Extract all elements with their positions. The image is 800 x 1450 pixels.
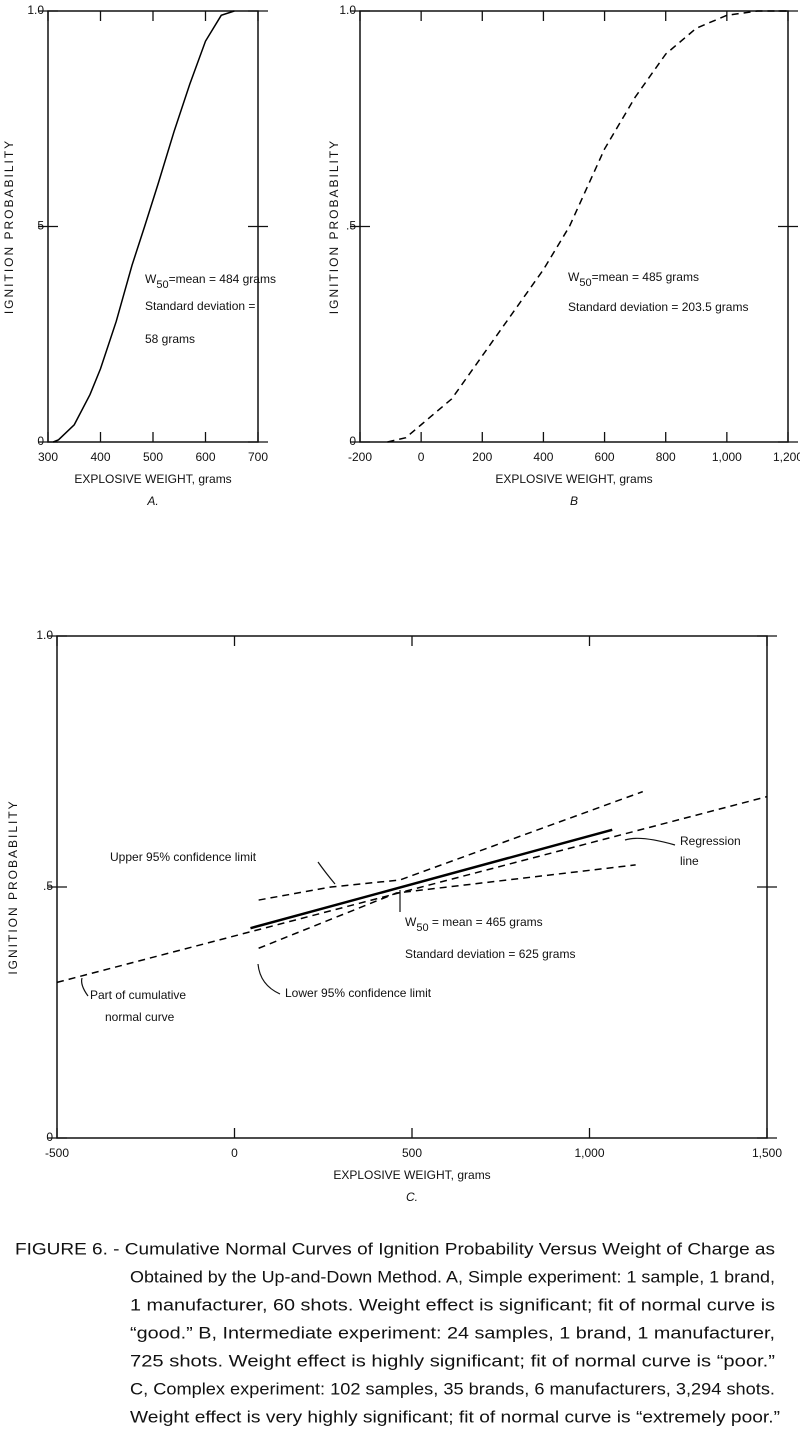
x-tick-label: 700 (248, 450, 268, 464)
y-axis-label: IGNITION PROBABILITY (327, 139, 341, 314)
annotation: Standard deviation = 625 grams (405, 947, 575, 961)
leader (317, 861, 336, 885)
y-tick-label: 0 (46, 1130, 53, 1144)
x-tick-label: -200 (348, 450, 372, 464)
annotation: Part of cumulative (90, 988, 186, 1002)
y-tick-label: 1.0 (27, 3, 44, 17)
mean-label: W50=mean = 485 grams (568, 270, 699, 289)
mean-label-part: W (145, 272, 157, 286)
x-axis-label: EXPLOSIVE WEIGHT, grams (74, 472, 231, 486)
leader (624, 837, 676, 846)
mean-label-part: 50 (579, 277, 591, 289)
annotation: normal curve (105, 1010, 175, 1024)
caption-line: Obtained by the Up-and-Down Method. A, S… (130, 1267, 775, 1286)
x-tick-label: 1,000 (574, 1146, 604, 1160)
x-axis-label: EXPLOSIVE WEIGHT, grams (495, 472, 652, 486)
annotation: Standard deviation = (145, 299, 255, 313)
caption-line: “good.” B, Intermediate experiment: 24 s… (130, 1323, 775, 1342)
x-tick-label: 200 (472, 450, 492, 464)
mean-label: W50=mean = 484 grams (145, 272, 276, 291)
y-tick-label: .5 (43, 879, 53, 893)
curve (258, 864, 636, 949)
x-tick-label: 400 (533, 450, 553, 464)
annotation: line (680, 854, 699, 868)
annotation: Standard deviation = 203.5 grams (568, 300, 748, 314)
y-axis-label: IGNITION PROBABILITY (6, 799, 20, 974)
x-tick-label: 800 (656, 450, 676, 464)
curve (258, 790, 644, 901)
x-tick-label: 600 (195, 450, 215, 464)
y-tick-label: 0 (37, 434, 44, 448)
y-axis-label: IGNITION PROBABILITY (2, 139, 16, 314)
mean-label-part: W (568, 270, 580, 284)
x-tick-label: 500 (402, 1146, 422, 1160)
caption-line: 725 shots. Weight effect is highly signi… (130, 1351, 775, 1370)
leader-lines (81, 837, 676, 997)
x-tick-label: 1,000 (712, 450, 742, 464)
y-tick-label: 5 (37, 219, 44, 233)
y-tick-label: 0 (349, 434, 356, 448)
x-tick-label: 300 (38, 450, 58, 464)
curve (250, 828, 613, 930)
caption-line: 1 manufacturer, 60 shots. Weight effect … (130, 1295, 775, 1314)
annotation: 58 grams (145, 332, 195, 346)
x-tick-label: 1,500 (752, 1146, 782, 1160)
annotation: Upper 95% confidence limit (110, 850, 257, 864)
x-tick-label: 400 (90, 450, 110, 464)
curve (56, 795, 768, 984)
annotation: Regression (680, 834, 741, 848)
plot-frame (47, 10, 259, 443)
x-tick-label: 500 (143, 450, 163, 464)
caption-line: C, Complex experiment: 102 samples, 35 b… (130, 1379, 775, 1398)
mean-label-part: = mean = 465 grams (429, 915, 543, 929)
caption-line: FIGURE 6. - Cumulative Normal Curves of … (15, 1239, 775, 1258)
panel-label: C. (406, 1190, 418, 1204)
x-tick-label: 600 (595, 450, 615, 464)
annotation: Lower 95% confidence limit (285, 986, 432, 1000)
plot-frame (56, 635, 768, 1139)
curve (387, 10, 788, 443)
panel-label: A. (146, 494, 158, 508)
mean-label-part: =mean = 485 grams (592, 270, 699, 284)
y-tick-label: .5 (346, 219, 356, 233)
x-tick-label: -500 (45, 1146, 69, 1160)
plot-frame (359, 10, 789, 443)
x-tick-label: 1,200 (773, 450, 800, 464)
x-tick-label: 0 (231, 1146, 238, 1160)
x-axis-label: EXPLOSIVE WEIGHT, grams (333, 1168, 490, 1182)
mean-label: W50 = mean = 465 grams (405, 915, 543, 934)
caption-line: Weight effect is very highly significant… (130, 1407, 780, 1426)
mean-label-part: =mean = 484 grams (169, 272, 276, 286)
mean-label-part: 50 (416, 922, 428, 934)
panel-label: B (570, 494, 578, 508)
y-tick-label: 1.0 (36, 628, 53, 642)
y-tick-label: 1.0 (339, 3, 356, 17)
leader (257, 963, 281, 995)
mean-label-part: 50 (156, 279, 168, 291)
leader (81, 977, 89, 997)
x-tick-label: 0 (418, 450, 425, 464)
mean-label-part: W (405, 915, 417, 929)
curve (52, 10, 235, 443)
